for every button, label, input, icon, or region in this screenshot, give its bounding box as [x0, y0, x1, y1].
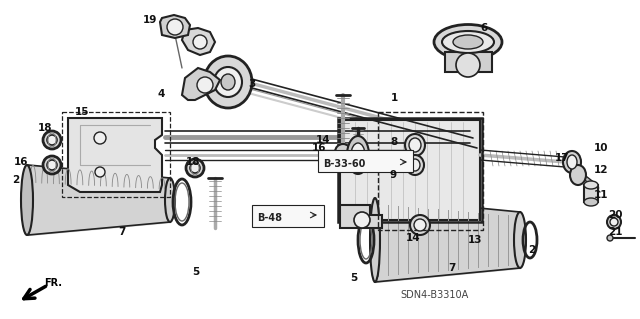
Text: 11: 11: [594, 190, 609, 200]
Ellipse shape: [214, 67, 242, 97]
Ellipse shape: [563, 151, 581, 173]
Ellipse shape: [347, 136, 369, 174]
Text: 12: 12: [594, 165, 609, 175]
Ellipse shape: [165, 178, 175, 222]
Text: 1: 1: [391, 93, 398, 103]
Polygon shape: [584, 185, 598, 202]
Ellipse shape: [43, 156, 61, 174]
Ellipse shape: [567, 155, 577, 169]
Text: 9: 9: [390, 170, 397, 180]
Text: 10: 10: [594, 143, 609, 153]
Text: 6: 6: [480, 23, 487, 33]
Ellipse shape: [409, 138, 421, 152]
Text: 20: 20: [608, 210, 623, 220]
Polygon shape: [160, 15, 190, 38]
Text: 18: 18: [38, 123, 52, 133]
Ellipse shape: [453, 35, 483, 49]
Ellipse shape: [43, 131, 61, 149]
Text: 7: 7: [448, 263, 456, 273]
Text: 16: 16: [312, 143, 326, 153]
Circle shape: [456, 53, 480, 77]
Text: 13: 13: [468, 235, 483, 245]
Ellipse shape: [204, 56, 252, 108]
Ellipse shape: [410, 215, 430, 235]
Text: 14: 14: [406, 233, 420, 243]
Ellipse shape: [584, 181, 598, 189]
Ellipse shape: [442, 31, 494, 53]
Polygon shape: [182, 68, 220, 100]
Circle shape: [94, 132, 106, 144]
Polygon shape: [68, 118, 162, 192]
Text: 3: 3: [248, 79, 255, 89]
Ellipse shape: [570, 165, 586, 185]
Text: 17: 17: [555, 153, 570, 163]
Text: 21: 21: [608, 227, 623, 237]
Ellipse shape: [405, 134, 425, 156]
Text: 7: 7: [118, 227, 125, 237]
Polygon shape: [340, 120, 480, 220]
Circle shape: [197, 77, 213, 93]
Ellipse shape: [351, 143, 365, 167]
Circle shape: [95, 167, 105, 177]
Ellipse shape: [221, 74, 235, 90]
Polygon shape: [182, 28, 215, 55]
Ellipse shape: [47, 160, 57, 170]
Text: 8: 8: [390, 137, 397, 147]
Ellipse shape: [21, 165, 33, 235]
Ellipse shape: [410, 159, 420, 171]
Text: 14: 14: [316, 135, 331, 145]
Ellipse shape: [47, 135, 57, 145]
Ellipse shape: [190, 163, 200, 173]
Text: 4: 4: [158, 89, 165, 99]
Text: 5: 5: [192, 267, 199, 277]
Bar: [318, 150, 413, 172]
Ellipse shape: [414, 219, 426, 231]
Text: 19: 19: [143, 15, 157, 25]
Ellipse shape: [406, 155, 424, 175]
Polygon shape: [445, 52, 492, 72]
Text: 5: 5: [350, 273, 357, 283]
Circle shape: [167, 19, 183, 35]
Bar: [62, 112, 170, 197]
Text: SDN4-B3310A: SDN4-B3310A: [400, 290, 468, 300]
Text: 16: 16: [14, 157, 29, 167]
Polygon shape: [340, 205, 382, 228]
Text: 18: 18: [186, 157, 200, 167]
Text: 15: 15: [75, 107, 90, 117]
Ellipse shape: [514, 212, 526, 268]
Circle shape: [607, 235, 613, 241]
Ellipse shape: [607, 215, 621, 229]
Ellipse shape: [370, 198, 380, 282]
Ellipse shape: [186, 159, 204, 177]
Ellipse shape: [610, 218, 618, 226]
Ellipse shape: [434, 25, 502, 60]
Bar: [252, 205, 324, 227]
Bar: [378, 112, 483, 230]
Text: 2: 2: [12, 175, 19, 185]
Text: B-48: B-48: [257, 213, 282, 223]
Text: FR.: FR.: [44, 278, 62, 288]
Ellipse shape: [335, 144, 351, 160]
Ellipse shape: [354, 212, 370, 228]
Text: B-33-60: B-33-60: [323, 159, 365, 169]
Circle shape: [193, 35, 207, 49]
Text: 2: 2: [528, 245, 535, 255]
Ellipse shape: [584, 198, 598, 206]
